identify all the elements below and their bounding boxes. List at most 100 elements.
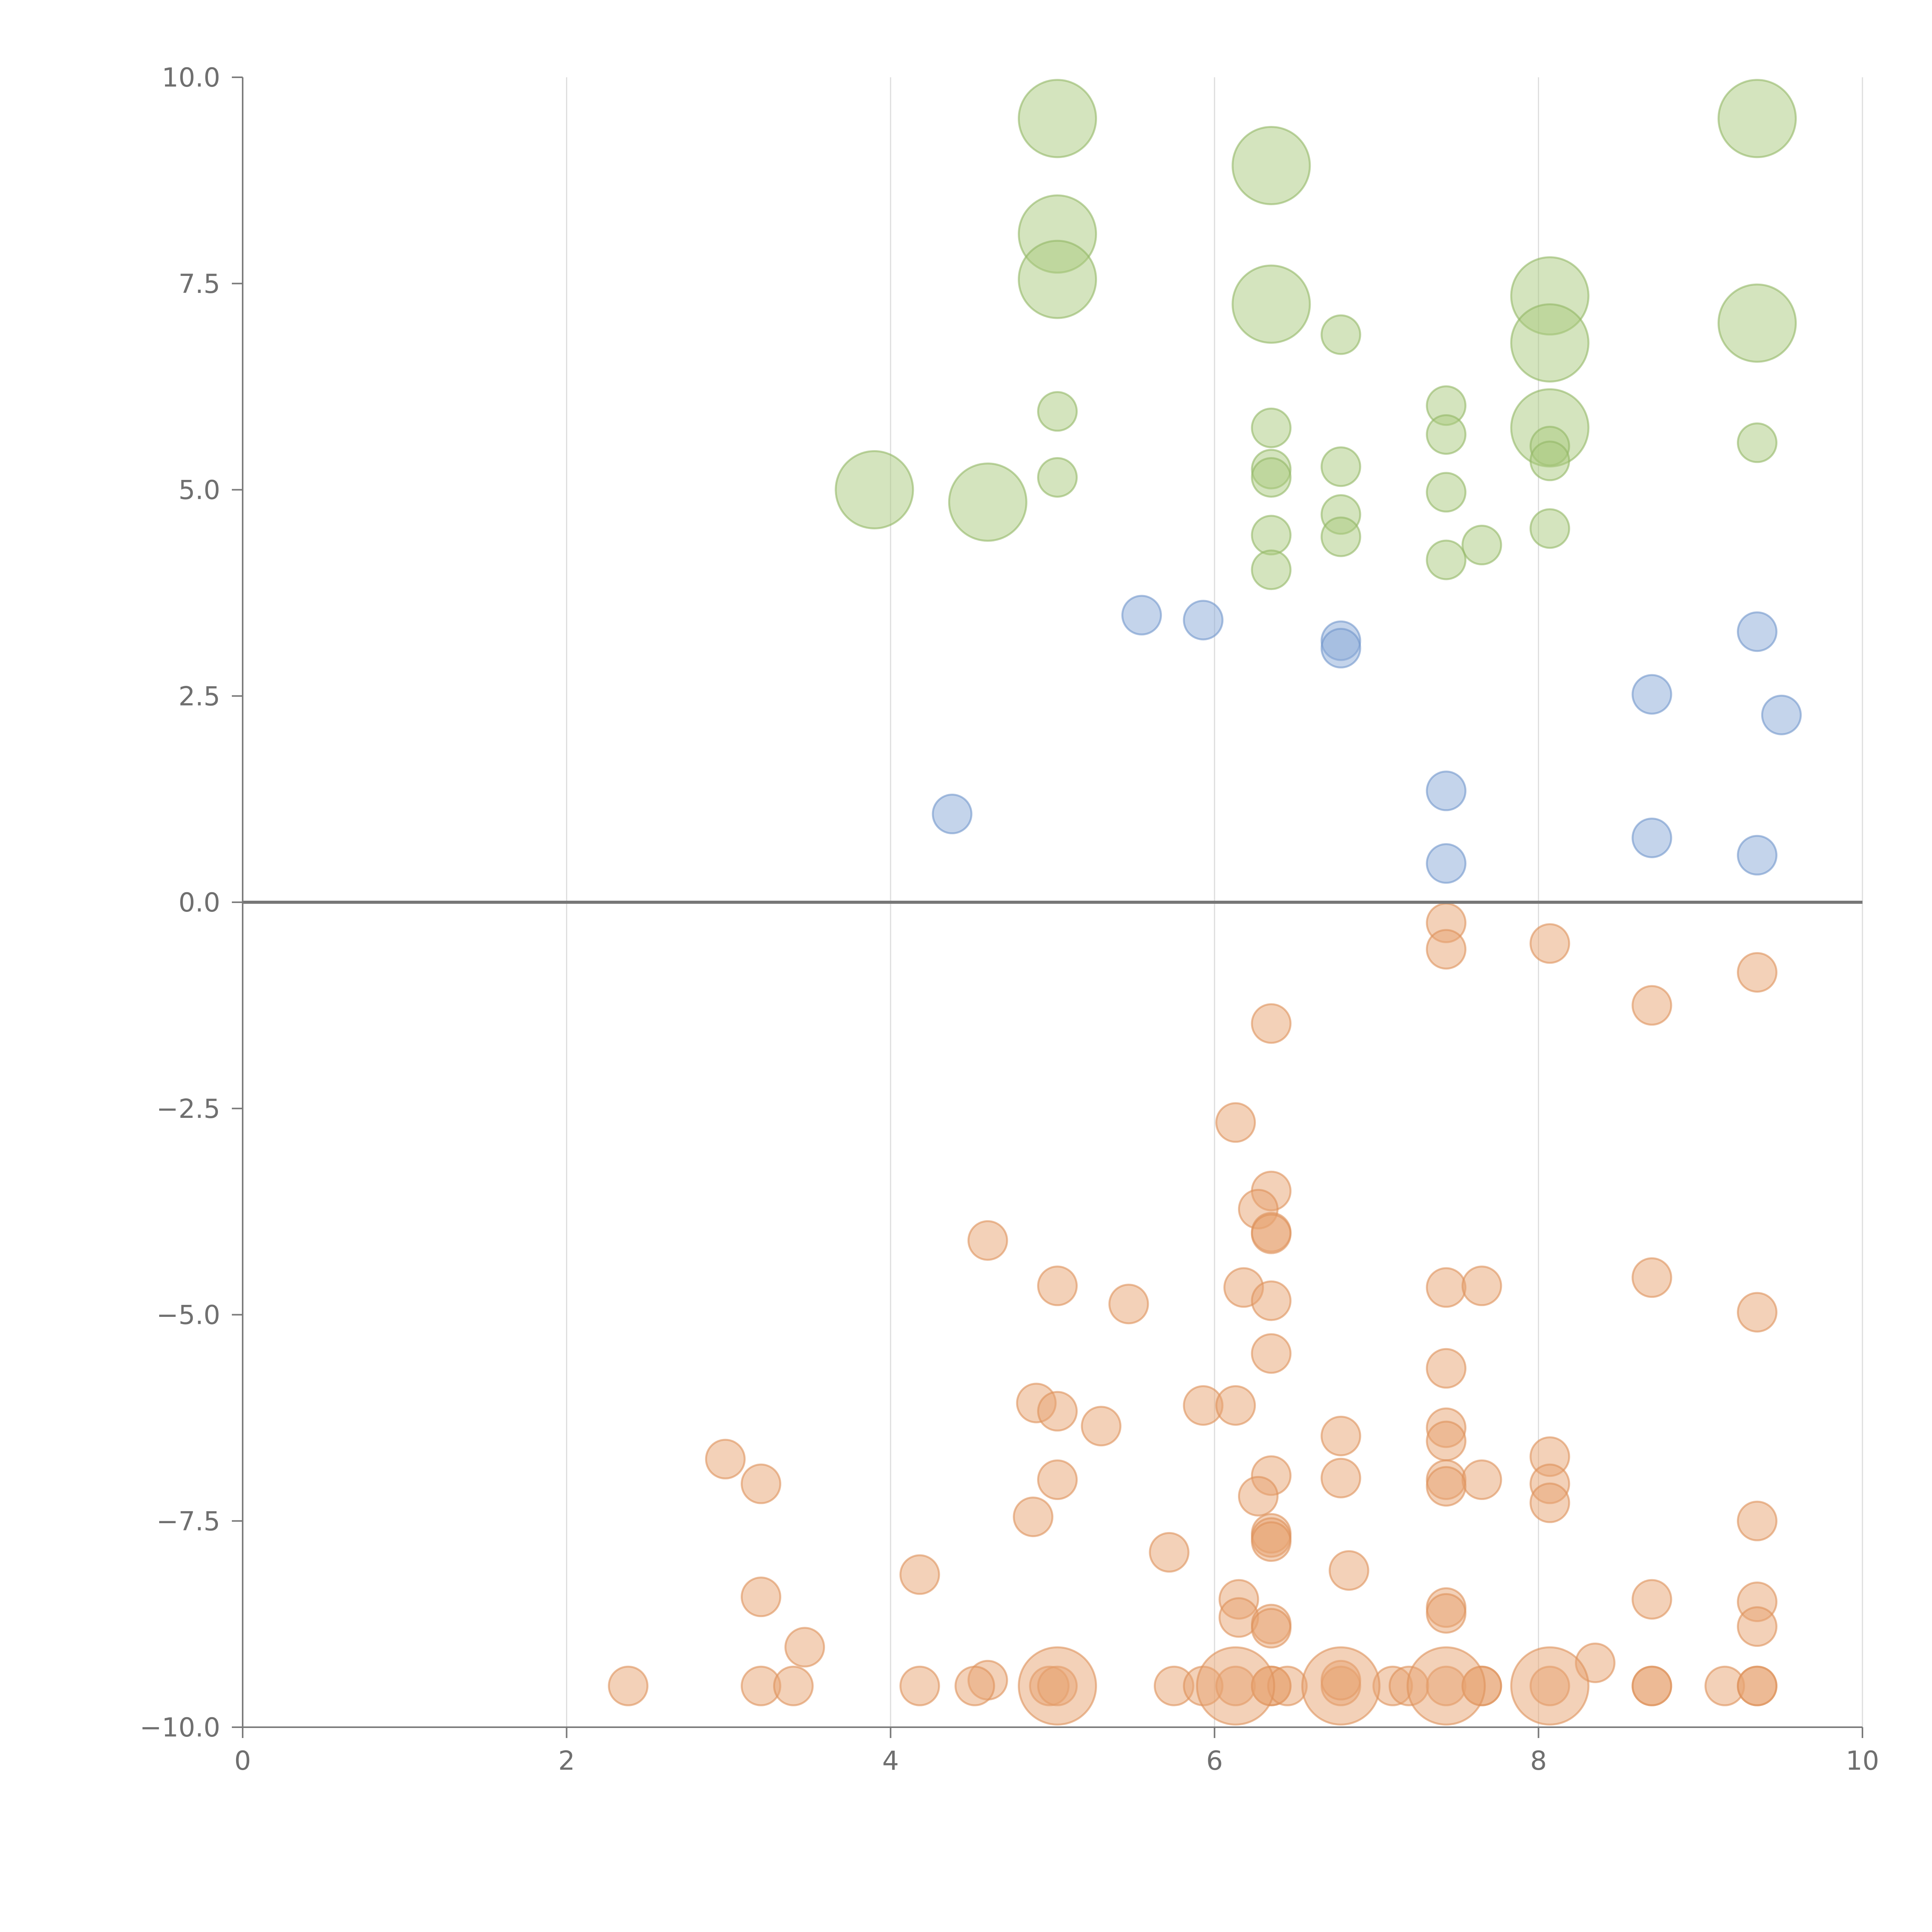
- orange-point: [1510, 1646, 1590, 1726]
- green-point: [1037, 391, 1078, 432]
- green-point: [1231, 264, 1311, 344]
- y-tick-label: −7.5: [156, 1506, 220, 1537]
- green-point: [1737, 422, 1778, 463]
- orange-point: [1301, 1646, 1381, 1726]
- blue-point: [1183, 600, 1224, 641]
- orange-point: [1149, 1532, 1190, 1573]
- green-point: [1037, 457, 1078, 498]
- orange-point: [1461, 1265, 1502, 1306]
- orange-point: [1251, 1608, 1292, 1649]
- blue-point: [1121, 595, 1162, 636]
- orange-point: [608, 1665, 649, 1706]
- green-point: [1510, 303, 1590, 383]
- x-tick-label: 6: [1206, 1746, 1223, 1776]
- y-tick-label: 2.5: [179, 681, 220, 712]
- green-point: [1426, 539, 1467, 580]
- x-tick-label: 10: [1846, 1746, 1879, 1776]
- orange-point: [954, 1665, 995, 1706]
- x-tick-label: 4: [882, 1746, 899, 1776]
- green-point: [1251, 457, 1292, 498]
- orange-point: [1426, 1466, 1467, 1507]
- orange-point: [1529, 923, 1570, 964]
- y-tick-label: 10.0: [162, 63, 220, 93]
- orange-point: [1018, 1646, 1097, 1726]
- orange-point: [1251, 1280, 1292, 1321]
- orange-point: [1196, 1646, 1276, 1726]
- orange-point: [1737, 1665, 1778, 1706]
- orange-point: [1737, 1292, 1778, 1333]
- orange-point: [1737, 1500, 1778, 1541]
- orange-point: [1013, 1497, 1054, 1537]
- orange-point: [740, 1577, 781, 1617]
- green-point: [948, 463, 1027, 542]
- green-point: [1320, 314, 1361, 355]
- blue-point: [1631, 674, 1672, 715]
- blue-point: [1631, 817, 1672, 858]
- orange-point: [1426, 1267, 1467, 1308]
- green-point: [1251, 515, 1292, 556]
- orange-point: [1037, 1265, 1078, 1306]
- green-point: [1529, 440, 1570, 481]
- green-point: [1461, 525, 1502, 566]
- orange-point: [740, 1463, 781, 1504]
- green-point: [1251, 407, 1292, 448]
- orange-point: [773, 1665, 814, 1706]
- orange-point: [1737, 952, 1778, 993]
- blue-point: [1426, 770, 1467, 811]
- orange-point: [1529, 1482, 1570, 1523]
- y-tick-label: −5.0: [156, 1300, 220, 1331]
- orange-point: [1251, 1521, 1292, 1562]
- green-point: [1231, 126, 1311, 205]
- orange-point: [784, 1627, 825, 1668]
- orange-point: [1426, 1348, 1467, 1389]
- orange-point: [1406, 1646, 1486, 1726]
- orange-point: [1328, 1550, 1369, 1591]
- orange-point: [1426, 1593, 1467, 1634]
- orange-point: [899, 1554, 940, 1595]
- orange-point: [1108, 1284, 1149, 1325]
- orange-point: [1631, 1665, 1672, 1706]
- green-point: [1426, 472, 1467, 513]
- orange-point: [1081, 1406, 1122, 1447]
- axis-layer: −10.0 −7.5 −5.0 −2.5 0.0 2.5 5.0 7.5 10.0 0 2 4 6 8 10: [140, 63, 1879, 1776]
- green-point: [1426, 414, 1467, 455]
- green-point: [1018, 240, 1097, 319]
- orange-point: [1461, 1459, 1502, 1500]
- orange-point: [1426, 929, 1467, 970]
- blue-point: [1737, 835, 1778, 876]
- blue-point: [1426, 843, 1467, 884]
- green-point: [1529, 508, 1570, 549]
- y-tick-label: −10.0: [140, 1713, 220, 1743]
- x-tick-label: 0: [234, 1746, 251, 1776]
- orange-point: [1631, 985, 1672, 1026]
- orange-point: [1631, 1579, 1672, 1620]
- orange-point: [1320, 1415, 1361, 1456]
- green-point: [1718, 79, 1797, 158]
- orange-point: [1215, 1385, 1256, 1426]
- orange-point: [705, 1439, 746, 1480]
- y-tick-label: 5.0: [179, 475, 220, 506]
- orange-point: [1320, 1458, 1361, 1498]
- orange-point: [1251, 1213, 1292, 1254]
- orange-point: [899, 1665, 940, 1706]
- y-tick-label: 0.0: [179, 888, 220, 918]
- orange-point: [1037, 1459, 1078, 1500]
- points-layer: [608, 79, 1802, 1726]
- orange-point: [1631, 1257, 1672, 1298]
- orange-point: [1251, 1003, 1292, 1044]
- green-point: [1718, 283, 1797, 363]
- x-tick-label: 2: [558, 1746, 575, 1776]
- y-tick-label: −2.5: [156, 1094, 220, 1124]
- green-point: [1320, 516, 1361, 557]
- y-tick-label: 7.5: [179, 269, 220, 299]
- orange-point: [1037, 1391, 1078, 1432]
- orange-point: [1215, 1102, 1256, 1143]
- orange-point: [1737, 1606, 1778, 1647]
- blue-point: [1761, 694, 1802, 735]
- orange-point: [1238, 1476, 1279, 1517]
- x-tick-label: 8: [1530, 1746, 1547, 1776]
- blue-point: [1737, 611, 1778, 652]
- green-point: [1018, 79, 1097, 158]
- blue-point: [932, 794, 973, 835]
